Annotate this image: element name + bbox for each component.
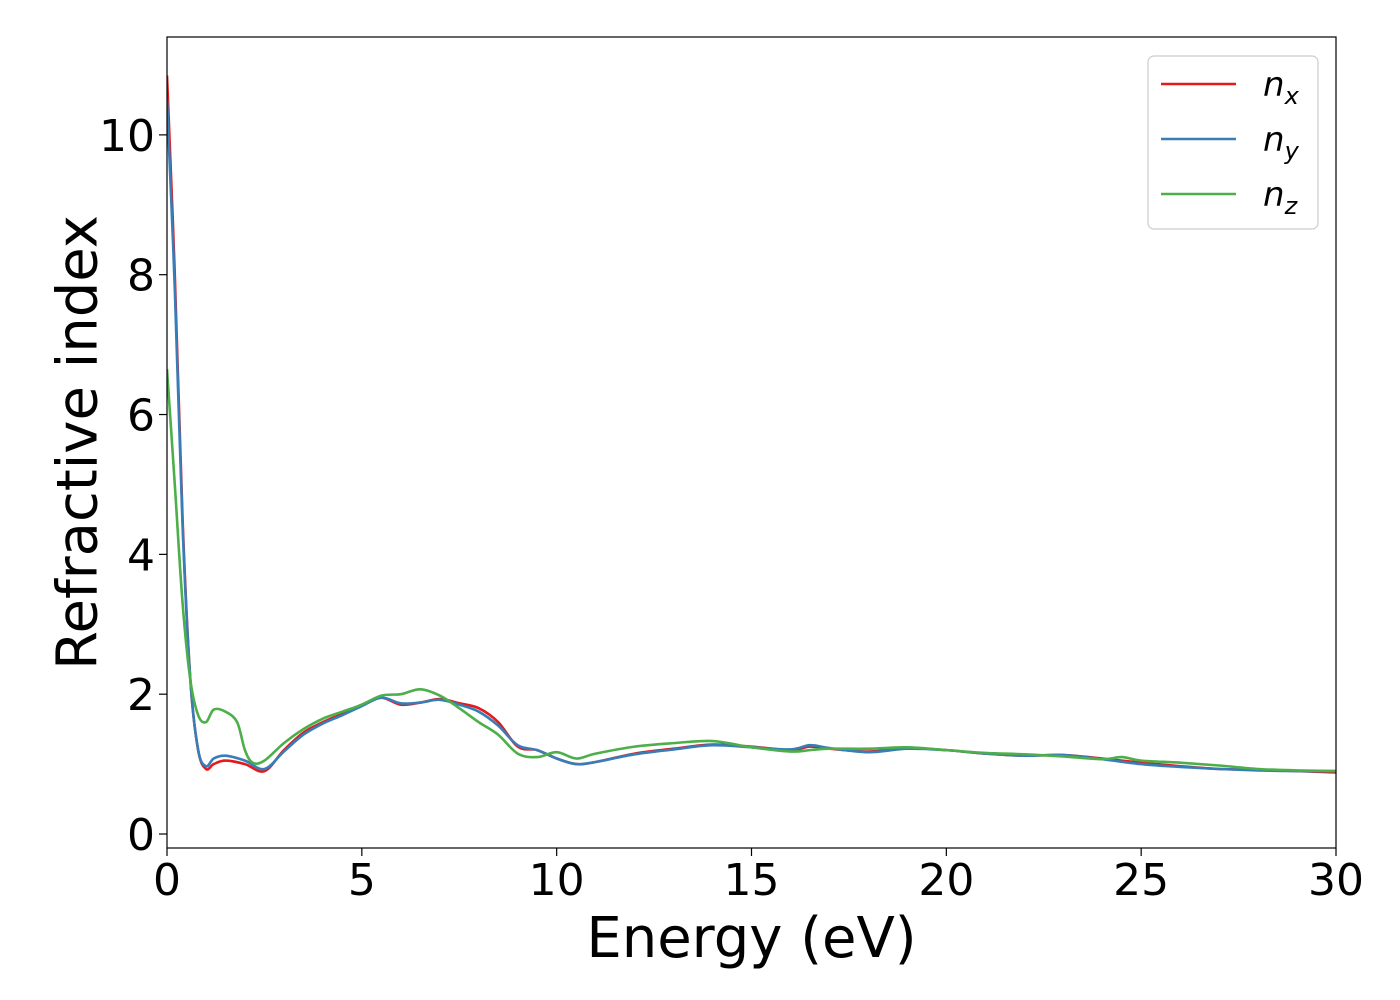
x-axis-title: Energy (eV) [586,906,916,971]
x-tick-label: 10 [529,855,585,906]
y-tick-label: 4 [127,530,155,581]
legend: nx ny nz [1147,55,1319,230]
y-axis-ticks: 0 2 4 6 8 10 [99,111,167,861]
x-tick-label: 15 [724,855,780,906]
y-tick-label: 8 [127,251,155,302]
y-axis-title: Refractive index [46,215,111,670]
x-axis-ticks: 0 5 10 15 20 25 30 [153,848,1364,906]
y-tick-label: 6 [127,391,155,442]
series-line-n-z [167,369,1336,773]
x-tick-label: 5 [348,855,376,906]
series-line-n-y [167,99,1336,773]
legend-label-n-y: ny [1263,120,1300,165]
y-tick-label: 10 [99,111,155,162]
x-tick-label: 25 [1113,855,1169,906]
legend-label-n-z: nz [1263,175,1299,220]
x-tick-label: 30 [1308,855,1364,906]
x-tick-label: 0 [153,855,181,906]
legend-box [1147,55,1319,230]
x-tick-label: 20 [918,855,974,906]
series-layer [167,75,1336,774]
y-tick-label: 2 [127,670,155,721]
legend-label-n-x: nx [1263,65,1300,110]
y-tick-label: 0 [127,810,155,861]
